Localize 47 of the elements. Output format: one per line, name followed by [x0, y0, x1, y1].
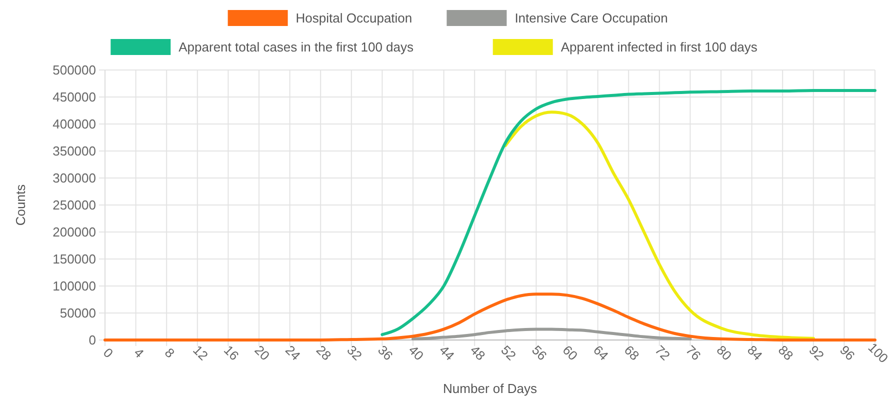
legend-label: Apparent total cases in the first 100 days [178, 40, 414, 55]
x-tick-label: 0 [100, 344, 116, 361]
x-tick-label: 88 [775, 342, 796, 364]
x-tick-label: 4 [131, 344, 147, 361]
x-tick-label: 32 [344, 342, 365, 364]
y-tick-label: 50000 [60, 306, 96, 321]
y-tick-label: 350000 [52, 144, 96, 159]
x-tick-label: 12 [190, 342, 211, 364]
x-tick-label: 48 [467, 342, 488, 364]
y-tick-label: 400000 [52, 116, 96, 132]
x-tick-label: 24 [282, 342, 304, 364]
line-series [412, 328, 692, 340]
x-tick-label: 40 [406, 342, 427, 364]
x-tick-label: 28 [313, 342, 334, 364]
x-tick-label: 100 [865, 340, 890, 366]
x-tick-label: 76 [682, 342, 704, 364]
x-tick-label: 8 [162, 344, 178, 361]
legend-label: Intensive Care Occupation [514, 10, 668, 26]
x-tick-label: 16 [220, 342, 242, 364]
legend-label: Hospital Occupation [296, 10, 412, 26]
y-axis-title: Counts [13, 184, 28, 226]
x-axis-title: Number of Days [443, 381, 538, 396]
x-tick-label: 92 [806, 342, 827, 364]
y-tick-label: 250000 [52, 198, 96, 213]
x-tick-label: 96 [836, 342, 858, 364]
x-tick-label: 84 [744, 342, 766, 364]
x-tick-label: 64 [590, 342, 612, 364]
y-tick-label: 450000 [52, 90, 96, 105]
line-series [380, 89, 876, 336]
x-tick-label: 52 [498, 342, 519, 364]
legend-label: Apparent infected in first 100 days [560, 40, 758, 55]
y-tick-label: 200000 [52, 224, 96, 240]
x-tick-label: 36 [374, 342, 396, 364]
x-tick-label: 68 [621, 342, 642, 364]
line-series [104, 292, 876, 342]
y-tick-label: 0 [88, 332, 96, 348]
line-series [504, 110, 815, 340]
x-tick-label: 80 [714, 342, 735, 364]
x-tick-label: 44 [436, 342, 458, 364]
y-tick-label: 500000 [52, 62, 96, 78]
x-tick-label: 20 [252, 342, 273, 364]
y-tick-label: 100000 [52, 278, 96, 294]
x-tick-label: 56 [528, 342, 550, 364]
x-tick-label: 60 [560, 342, 581, 364]
x-tick-label: 72 [652, 342, 673, 364]
y-tick-label: 150000 [52, 252, 96, 267]
y-tick-label: 300000 [52, 170, 96, 186]
